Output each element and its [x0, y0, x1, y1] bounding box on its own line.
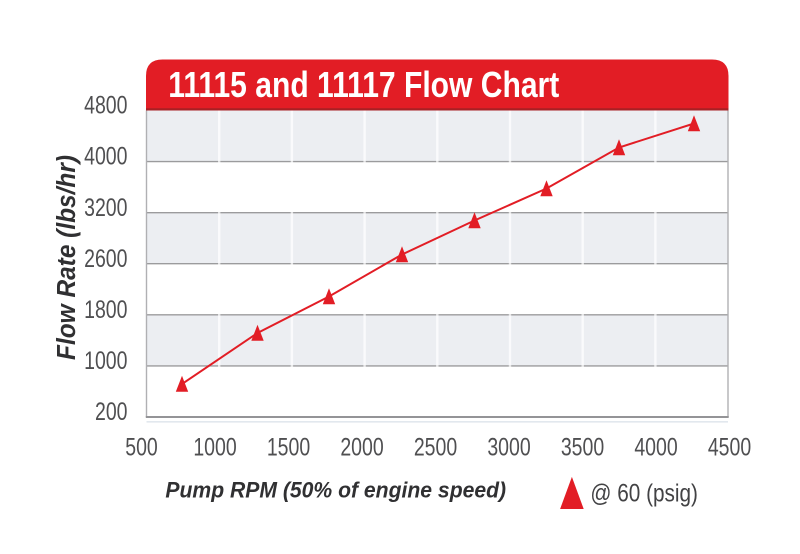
svg-text:200: 200 — [95, 398, 128, 426]
svg-text:@ 60 (psig): @ 60 (psig) — [590, 479, 698, 507]
svg-text:1500: 1500 — [267, 433, 310, 461]
svg-text:2600: 2600 — [84, 244, 127, 272]
svg-text:4000: 4000 — [84, 142, 127, 170]
svg-text:4800: 4800 — [84, 91, 127, 119]
svg-text:3500: 3500 — [561, 433, 604, 461]
svg-text:Pump RPM (50% of engine speed): Pump RPM (50% of engine speed) — [165, 477, 506, 503]
svg-text:1800: 1800 — [84, 296, 127, 324]
svg-text:2000: 2000 — [340, 433, 383, 461]
svg-text:3200: 3200 — [84, 193, 127, 221]
svg-text:3000: 3000 — [487, 433, 530, 461]
svg-text:500: 500 — [125, 433, 158, 461]
svg-text:4000: 4000 — [634, 433, 677, 461]
svg-text:2500: 2500 — [414, 433, 457, 461]
svg-text:1000: 1000 — [193, 433, 236, 461]
svg-text:1000: 1000 — [84, 347, 127, 375]
svg-text:4500: 4500 — [708, 433, 751, 461]
svg-text:Flow Rate (lbs/hr): Flow Rate (lbs/hr) — [52, 155, 81, 360]
svg-text:11115 and 11117 Flow Chart: 11115 and 11117 Flow Chart — [168, 65, 559, 105]
